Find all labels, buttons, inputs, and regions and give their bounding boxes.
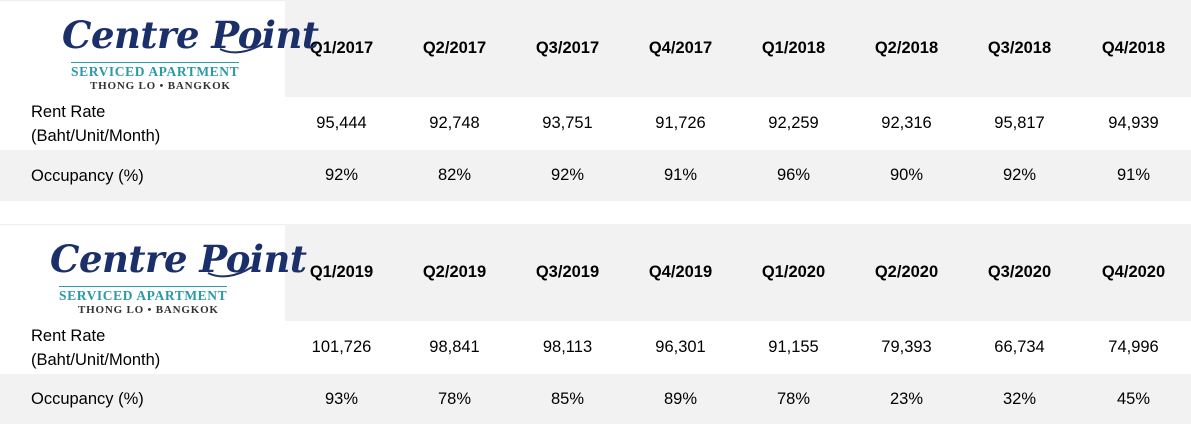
table-cell: 23% bbox=[850, 374, 963, 424]
table-cell: 92% bbox=[285, 150, 398, 201]
column-header: Q4/2017 bbox=[624, 0, 737, 97]
table-cell: 90% bbox=[850, 150, 963, 201]
logo-subtitle: SERVICED APARTMENT bbox=[71, 62, 240, 79]
column-header: Q3/2017 bbox=[511, 0, 624, 97]
table-cell: 82% bbox=[398, 150, 511, 201]
column-header: Q2/2019 bbox=[398, 224, 511, 321]
logo-title: Centre Point bbox=[50, 237, 307, 281]
row-label-rent-rate: Rent Rate (Baht/Unit/Month) bbox=[0, 97, 285, 150]
row-label-line: Rent Rate bbox=[31, 326, 106, 345]
table-cell: 91,726 bbox=[624, 97, 737, 150]
column-header: Q1/2017 bbox=[285, 0, 398, 97]
table-cell: 78% bbox=[737, 374, 850, 424]
logo-location: THONG LO • BANGKOK bbox=[78, 304, 219, 316]
column-header: Q3/2020 bbox=[963, 224, 1076, 321]
column-header: Q4/2019 bbox=[624, 224, 737, 321]
table-cell: 101,726 bbox=[285, 321, 398, 374]
row-label-rent-rate: Rent Rate (Baht/Unit/Month) bbox=[0, 321, 285, 374]
row-label-occupancy: Occupancy (%) bbox=[0, 150, 285, 201]
rent-rate-row: Rent Rate (Baht/Unit/Month) 101,726 98,8… bbox=[0, 321, 1191, 374]
table-cell: 85% bbox=[511, 374, 624, 424]
table-cell: 98,841 bbox=[398, 321, 511, 374]
column-header: Q4/2020 bbox=[1076, 224, 1191, 321]
logo-swoosh-icon bbox=[207, 266, 253, 278]
table-cell: 92,748 bbox=[398, 97, 511, 150]
logo-swoosh-icon bbox=[219, 42, 265, 54]
table-cell: 78% bbox=[398, 374, 511, 424]
table-cell: 96,301 bbox=[624, 321, 737, 374]
table-cell: 79,393 bbox=[850, 321, 963, 374]
logo-cell: Centre Point SERVICED APARTMENT THONG LO… bbox=[0, 0, 319, 97]
table-cell: 91% bbox=[624, 150, 737, 201]
column-header: Q2/2020 bbox=[850, 224, 963, 321]
column-header: Q1/2019 bbox=[285, 224, 398, 321]
header-row: Centre Point SERVICED APARTMENT THONG LO… bbox=[0, 224, 1191, 321]
logo-title: Centre Point bbox=[62, 13, 319, 57]
table-cell: 92% bbox=[511, 150, 624, 201]
table-cell: 95,444 bbox=[285, 97, 398, 150]
logo-cell: Centre Point SERVICED APARTMENT THONG LO… bbox=[0, 224, 307, 321]
centre-point-logo: Centre Point SERVICED APARTMENT THONG LO… bbox=[0, 225, 307, 321]
table-cell: 66,734 bbox=[963, 321, 1076, 374]
column-header: Q3/2019 bbox=[511, 224, 624, 321]
row-label-unit: (Baht/Unit/Month) bbox=[31, 126, 161, 145]
row-label-line: Rent Rate bbox=[31, 102, 106, 121]
rent-rate-row: Rent Rate (Baht/Unit/Month) 95,444 92,74… bbox=[0, 97, 1191, 150]
table-cell: 96% bbox=[737, 150, 850, 201]
row-label-unit: (Baht/Unit/Month) bbox=[31, 350, 161, 369]
logo-location: THONG LO • BANGKOK bbox=[90, 80, 231, 92]
table-cell: 94,939 bbox=[1076, 97, 1191, 150]
data-table-2017-2018: Centre Point SERVICED APARTMENT THONG LO… bbox=[0, 0, 1191, 201]
centre-point-logo: Centre Point SERVICED APARTMENT THONG LO… bbox=[0, 1, 319, 97]
table-cell: 92% bbox=[963, 150, 1076, 201]
table-cell: 32% bbox=[963, 374, 1076, 424]
column-header: Q2/2018 bbox=[850, 0, 963, 97]
table-cell: 95,817 bbox=[963, 97, 1076, 150]
table-cell: 91,155 bbox=[737, 321, 850, 374]
table-cell: 98,113 bbox=[511, 321, 624, 374]
table-cell: 91% bbox=[1076, 150, 1191, 201]
logo-subtitle: SERVICED APARTMENT bbox=[59, 286, 228, 303]
table-cell: 93% bbox=[285, 374, 398, 424]
table-cell: 45% bbox=[1076, 374, 1191, 424]
occupancy-row: Occupancy (%) 92% 82% 92% 91% 96% 90% 92… bbox=[0, 150, 1191, 201]
data-table-2019-2020: Centre Point SERVICED APARTMENT THONG LO… bbox=[0, 224, 1191, 424]
column-header: Q4/2018 bbox=[1076, 0, 1191, 97]
table-cell: 92,316 bbox=[850, 97, 963, 150]
table-cell: 92,259 bbox=[737, 97, 850, 150]
row-label-occupancy: Occupancy (%) bbox=[0, 374, 285, 424]
table-cell: 74,996 bbox=[1076, 321, 1191, 374]
table-cell: 93,751 bbox=[511, 97, 624, 150]
header-row: Centre Point SERVICED APARTMENT THONG LO… bbox=[0, 0, 1191, 97]
column-header: Q1/2018 bbox=[737, 0, 850, 97]
column-header: Q1/2020 bbox=[737, 224, 850, 321]
table-cell: 89% bbox=[624, 374, 737, 424]
column-header: Q2/2017 bbox=[398, 0, 511, 97]
occupancy-row: Occupancy (%) 93% 78% 85% 89% 78% 23% 32… bbox=[0, 374, 1191, 424]
column-header: Q3/2018 bbox=[963, 0, 1076, 97]
